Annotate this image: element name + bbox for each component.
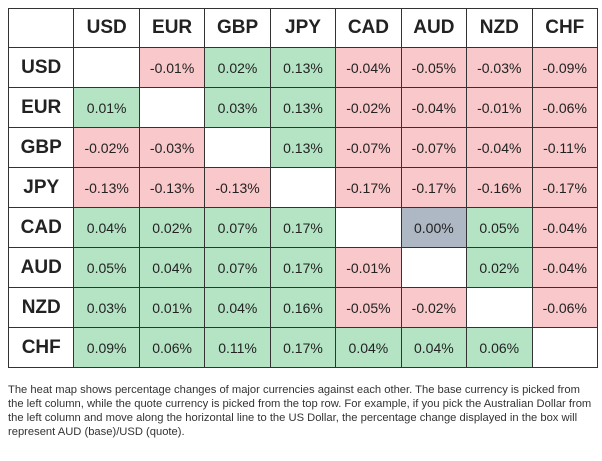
change-cell: -0.11% [531, 127, 598, 168]
change-cell: -0.17% [335, 167, 402, 208]
column-header: NZD [466, 8, 533, 48]
change-cell: 0.07% [204, 247, 271, 288]
change-cell: -0.05% [335, 287, 402, 328]
change-cell: 0.04% [138, 247, 206, 288]
change-cell: 0.02% [466, 247, 533, 288]
row-header: AUD [7, 247, 75, 288]
corner-cell [7, 8, 75, 48]
change-cell: -0.09% [531, 47, 598, 88]
row-header: CAD [7, 207, 75, 248]
change-cell: -0.16% [466, 167, 533, 208]
change-cell: -0.01% [466, 87, 533, 128]
change-cell: -0.02% [73, 127, 140, 168]
header-row: USD EUR GBP JPY CAD AUD NZD CHF [7, 8, 598, 48]
empty-cell [531, 327, 598, 368]
empty-cell [138, 87, 206, 128]
heat-map-table: USD EUR GBP JPY CAD AUD NZD CHF USD -0.01% 0.02% 0… [7, 8, 598, 368]
change-cell: 0.05% [466, 207, 533, 248]
table-row: CAD 0.04% 0.02% 0.07% 0.17% 0.00% 0.05% -0.04% [7, 207, 598, 248]
change-cell: -0.01% [335, 247, 402, 288]
table-row: CHF 0.09% 0.06% 0.11% 0.17% 0.04% 0.04% 0.06% [7, 327, 598, 368]
table-row: NZD 0.03% 0.01% 0.04% 0.16% -0.05% -0.02% -0.06… [7, 287, 598, 328]
column-header: CAD [335, 8, 402, 48]
change-cell: 0.01% [138, 287, 206, 328]
change-cell: 0.13% [269, 127, 337, 168]
change-cell: -0.13% [204, 167, 271, 208]
change-cell: -0.04% [531, 207, 598, 248]
change-cell: -0.07% [400, 127, 468, 168]
change-cell: 0.16% [269, 287, 337, 328]
change-cell: 0.01% [73, 87, 140, 128]
row-header: EUR [7, 87, 75, 128]
empty-cell [335, 207, 402, 248]
table-row: GBP -0.02% -0.03% 0.13% -0.07% -0.07% -0.04% -0… [7, 127, 598, 168]
change-cell: -0.02% [335, 87, 402, 128]
change-cell: -0.17% [531, 167, 598, 208]
change-cell: -0.03% [138, 127, 206, 168]
table-row: AUD 0.05% 0.04% 0.07% 0.17% -0.01% 0.02% -0.04% [7, 247, 598, 288]
empty-cell [73, 47, 140, 88]
change-cell: 0.02% [138, 207, 206, 248]
change-cell: 0.11% [204, 327, 271, 368]
change-cell: -0.03% [466, 47, 533, 88]
change-cell: 0.13% [269, 87, 337, 128]
empty-cell [466, 287, 533, 328]
change-cell: 0.02% [204, 47, 271, 88]
change-cell: 0.17% [269, 327, 337, 368]
change-cell: 0.09% [73, 327, 140, 368]
change-cell: 0.03% [204, 87, 271, 128]
change-cell: -0.02% [400, 287, 468, 328]
column-header: JPY [269, 8, 337, 48]
change-cell: 0.13% [269, 47, 337, 88]
row-header: CHF [7, 327, 75, 368]
column-header: GBP [204, 8, 271, 48]
column-header: USD [73, 8, 140, 48]
change-cell: 0.06% [138, 327, 206, 368]
footnote: The heat map shows percentage changes of… [8, 384, 592, 438]
row-header: JPY [7, 167, 75, 208]
table-row: JPY -0.13% -0.13% -0.13% -0.17% -0.17% -0.16% -… [7, 167, 598, 208]
change-cell: -0.06% [531, 87, 598, 128]
change-cell: 0.04% [400, 327, 468, 368]
change-cell: 0.05% [73, 247, 140, 288]
change-cell: 0.03% [73, 287, 140, 328]
row-header: NZD [7, 287, 75, 328]
empty-cell [204, 127, 271, 168]
column-header: AUD [400, 8, 468, 48]
change-cell: 0.06% [466, 327, 533, 368]
column-header: CHF [531, 8, 598, 48]
row-header: GBP [7, 127, 75, 168]
change-cell: 0.17% [269, 247, 337, 288]
change-cell: -0.06% [531, 287, 598, 328]
change-cell: -0.07% [335, 127, 402, 168]
empty-cell [400, 247, 468, 288]
table-row: EUR 0.01% 0.03% 0.13% -0.02% -0.04% -0.01% -0.0… [7, 87, 598, 128]
empty-cell [269, 167, 337, 208]
change-cell: 0.00% [400, 207, 468, 248]
change-cell: -0.04% [400, 87, 468, 128]
row-header: USD [7, 47, 75, 88]
change-cell: 0.04% [73, 207, 140, 248]
change-cell: -0.04% [531, 247, 598, 288]
change-cell: 0.17% [269, 207, 337, 248]
column-header: EUR [138, 8, 206, 48]
change-cell: 0.04% [204, 287, 271, 328]
change-cell: -0.17% [400, 167, 468, 208]
table-row: USD -0.01% 0.02% 0.13% -0.04% -0.05% -0.03% -0.… [7, 47, 598, 88]
change-cell: 0.07% [204, 207, 271, 248]
change-cell: -0.13% [138, 167, 206, 208]
change-cell: -0.05% [400, 47, 468, 88]
change-cell: 0.04% [335, 327, 402, 368]
change-cell: -0.01% [138, 47, 206, 88]
change-cell: -0.13% [73, 167, 140, 208]
change-cell: -0.04% [335, 47, 402, 88]
change-cell: -0.04% [466, 127, 533, 168]
